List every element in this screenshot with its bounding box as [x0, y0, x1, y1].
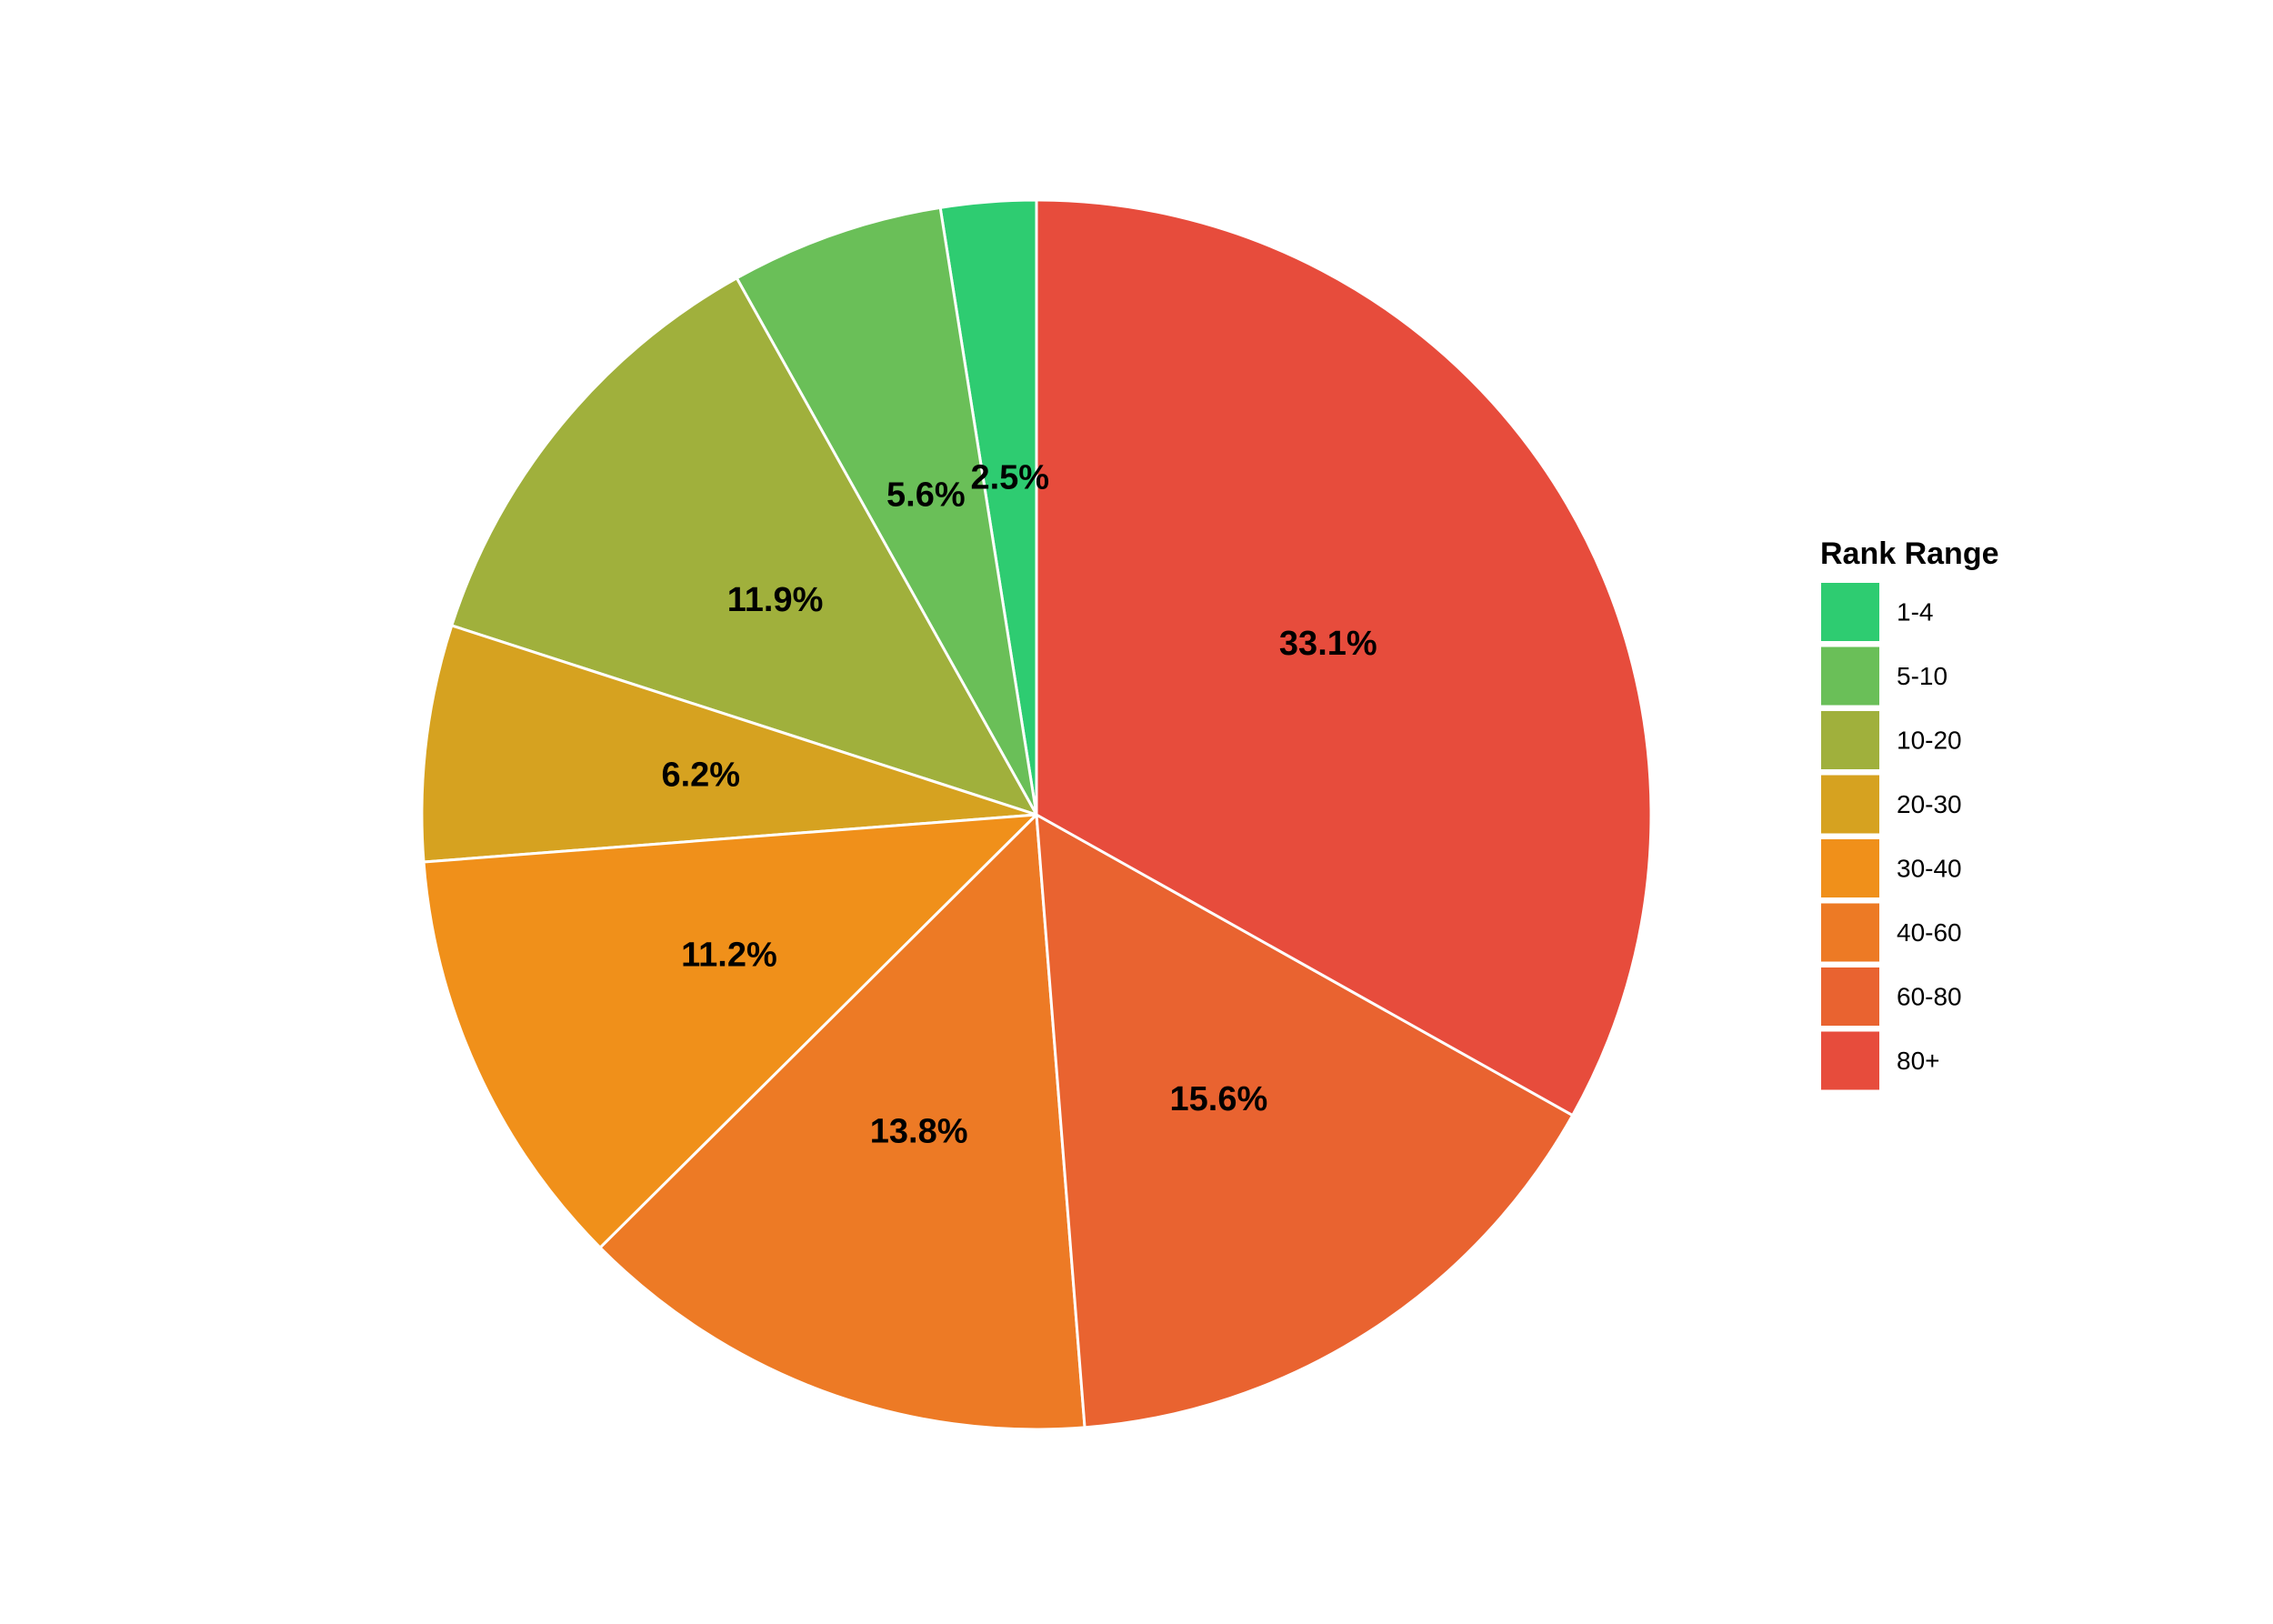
pie-slice-20-30 — [420, 624, 1037, 864]
pie-slice-5-10 — [735, 206, 1038, 816]
legend-title: Rank Range — [1820, 536, 1999, 571]
pie-slice-80+ — [1035, 198, 1653, 1118]
legend-label-80+: 80+ — [1897, 1047, 1940, 1075]
pie-slice-40-60 — [597, 811, 1086, 1431]
legend-label-20-30: 20-30 — [1897, 790, 1962, 818]
pie-slice-label-80+: 33.1% — [1279, 625, 1377, 663]
pie-slices — [420, 198, 1653, 1431]
pie-slice-labels: 2.5%5.6% 11.9% 6.2% 11.2% 13.8% 15.6% 33.1% — [661, 458, 1377, 1150]
legend-swatch-10-20 — [1819, 709, 1881, 771]
legend-label-60-80: 60-80 — [1897, 983, 1962, 1011]
pie-slice-label-1-4: 2.5% — [970, 458, 1049, 496]
legend-swatch-80+ — [1819, 1029, 1881, 1092]
legend-label-5-10: 5-10 — [1897, 662, 1948, 690]
pie-slice-label-60-80: 15.6% — [1170, 1080, 1268, 1118]
pie-slice-label-20-30: 6.2% — [661, 756, 740, 794]
pie-slice-60-80 — [1035, 812, 1575, 1429]
legend-swatch-20-30 — [1819, 773, 1881, 836]
legend-swatch-5-10 — [1819, 645, 1881, 707]
legend-swatch-60-80 — [1819, 966, 1881, 1028]
legend-swatch-40-60 — [1819, 901, 1881, 964]
pie-slice-10-20 — [449, 276, 1040, 817]
legend-swatch-30-40 — [1819, 837, 1881, 899]
legend-items: 1-4 5-10 10-20 20-30 30-40 40-60 60-80 80+ — [1819, 581, 1962, 1092]
legend: Rank Range 1-4 5-10 10-20 20-30 30-40 40-60 60… — [1819, 536, 1999, 1092]
pie-slice-label-10-20: 11.9% — [727, 581, 824, 619]
pie-slice-label-40-60: 13.8% — [870, 1113, 968, 1151]
legend-label-40-60: 40-60 — [1897, 918, 1962, 947]
legend-swatch-1-4 — [1819, 581, 1881, 643]
legend-label-10-20: 10-20 — [1897, 727, 1962, 755]
pie-slice-30-40 — [422, 813, 1040, 1250]
pie-slice-label-30-40: 11.2% — [681, 937, 777, 975]
pie-slice-label-5-10: 5.6% — [886, 476, 966, 515]
legend-label-1-4: 1-4 — [1897, 598, 1933, 627]
legend-label-30-40: 30-40 — [1897, 855, 1962, 883]
